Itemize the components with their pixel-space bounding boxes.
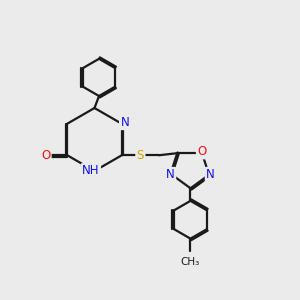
- Text: N: N: [120, 116, 129, 129]
- Text: NH: NH: [82, 164, 100, 178]
- Text: N: N: [206, 168, 215, 181]
- Text: O: O: [41, 149, 50, 162]
- Text: S: S: [137, 149, 144, 162]
- Text: N: N: [166, 168, 175, 181]
- Text: O: O: [197, 145, 207, 158]
- Text: CH₃: CH₃: [181, 257, 200, 267]
